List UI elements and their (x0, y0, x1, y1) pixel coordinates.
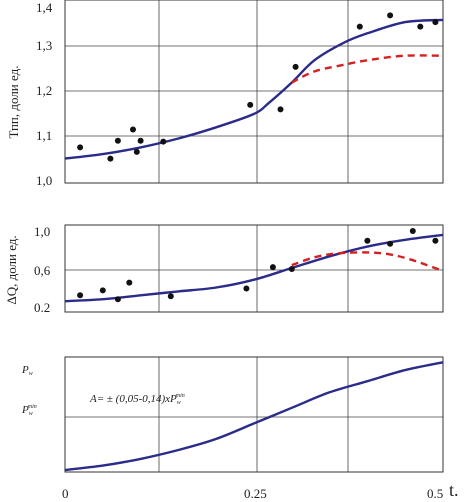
panel-1-dashed-line (291, 54, 444, 84)
panel-2-data-point (243, 285, 250, 292)
panel-3-xtick-3: 0.5 (427, 486, 443, 501)
panel-3-xtick-2: 0.25 (244, 486, 267, 501)
panel-2-ytick-3: 0.2 (34, 300, 50, 315)
panel-2-series (64, 228, 444, 303)
panel-2-data-point (269, 264, 276, 271)
panel-1-ytick-3: 1,2 (36, 83, 52, 98)
panel-2-frame (64, 224, 444, 313)
panel-2-data-point (364, 237, 371, 244)
panel-1-data-point (432, 19, 439, 26)
panel-2-ytick-2: 0,6 (34, 263, 51, 278)
panel-1: 1,4 1,3 1,2 1,1 1,0 Тпп, доли ед. (6, 0, 444, 188)
panel-3-annotation: A= ± (0,05-0,14)xPwmin (89, 393, 185, 406)
panel-3-series (64, 361, 444, 472)
panel-1-data-point (387, 12, 394, 19)
panel-1-ytick-4: 1,1 (36, 128, 52, 143)
panel-1-data-point (133, 148, 140, 155)
panel-1-ytick-2: 1,3 (36, 38, 52, 53)
panel-2-data-point (167, 293, 174, 300)
panel-1-ytick-5: 1,0 (36, 173, 52, 188)
panel-2-data-point (409, 228, 416, 234)
panel-2-solid-line (64, 233, 444, 303)
panel-2-data-point (99, 287, 106, 294)
panel-2-dashed-line (291, 251, 444, 273)
panel-2-data-point (77, 292, 84, 299)
panel-1-series (64, 12, 444, 162)
panel-1-ylabel: Тпп, доли ед. (6, 66, 21, 139)
panel-1-data-point (292, 63, 299, 70)
panel-2-ytick-1: 1,0 (34, 224, 50, 239)
panel-2: 1,0 0,6 0.2 ΔQ, доли ед. (4, 224, 444, 315)
panel-2-data-point (432, 237, 439, 244)
panel-3-frame (64, 356, 444, 473)
panel-3-xlabel: t. (449, 480, 459, 500)
panel-2-data-point (114, 296, 121, 303)
panel-1-data-point (417, 23, 424, 30)
panel-2-ylabel: ΔQ, доли ед. (4, 235, 19, 304)
panel-1-data-point (356, 23, 363, 30)
panel-1-data-point (160, 138, 167, 145)
panel-1-data-point (277, 106, 284, 113)
panel-3-ytick-pw: Pw (21, 364, 33, 377)
panel-3-solid-line (64, 361, 444, 472)
panel-1-frame (64, 0, 444, 184)
panel-3: Pw Pwmin A= ± (0,05-0,14)xPwmin 0 0.25 0… (21, 356, 459, 501)
panel-1-ytick-1: 1,4 (36, 0, 53, 15)
panel-3-xtick-1: 0 (62, 486, 69, 501)
panel-3-ytick-pwmin: Pwmin (21, 404, 37, 417)
panel-2-data-point (126, 279, 133, 286)
panel-1-data-point (247, 101, 254, 108)
panel-1-data-point (137, 137, 144, 144)
panel-1-data-point (130, 126, 136, 133)
panel-2-data-point (288, 266, 295, 272)
panel-1-data-point (114, 137, 121, 144)
panel-1-solid-line (64, 18, 444, 160)
panel-1-data-point (107, 155, 114, 162)
panel-1-data-point (77, 144, 84, 151)
panel-2-data-point (387, 240, 394, 247)
